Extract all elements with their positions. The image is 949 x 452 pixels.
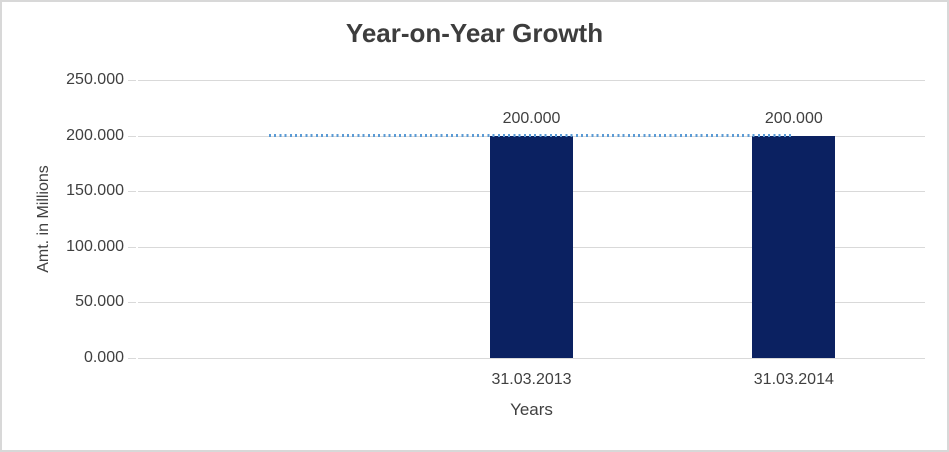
y-axis-tickmark <box>128 358 136 359</box>
y-axis-tickmark <box>128 191 136 193</box>
y-axis-tick-label: 100.000 <box>66 237 124 255</box>
y-axis-tick-label: 200.000 <box>66 126 124 144</box>
x-axis-title: Years <box>510 400 553 419</box>
x-axis-tick-label: 31.03.2013 <box>491 371 572 388</box>
y-axis-tick-label: 150.000 <box>66 182 124 200</box>
y-axis-tick-label: 250.000 <box>66 71 124 88</box>
y-axis-tickmark <box>128 246 136 248</box>
x-axis-tick-label: 31.03.2014 <box>753 371 834 388</box>
bar-data-label: 200.000 <box>502 109 561 127</box>
y-axis-tickmark <box>128 80 136 81</box>
reference-dotted-line <box>269 133 794 137</box>
bar <box>490 135 573 358</box>
y-axis-tick-label: 0.000 <box>83 349 124 366</box>
chart-title: Year-on-Year Growth <box>345 18 604 48</box>
bar <box>752 135 836 358</box>
y-axis-tickmark <box>128 135 136 137</box>
gridline <box>138 358 925 359</box>
gridline <box>138 80 925 81</box>
bar-data-label: 200.000 <box>764 109 823 127</box>
y-axis-tickmark <box>128 302 136 304</box>
y-axis-tick-label: 50.000 <box>75 293 124 311</box>
